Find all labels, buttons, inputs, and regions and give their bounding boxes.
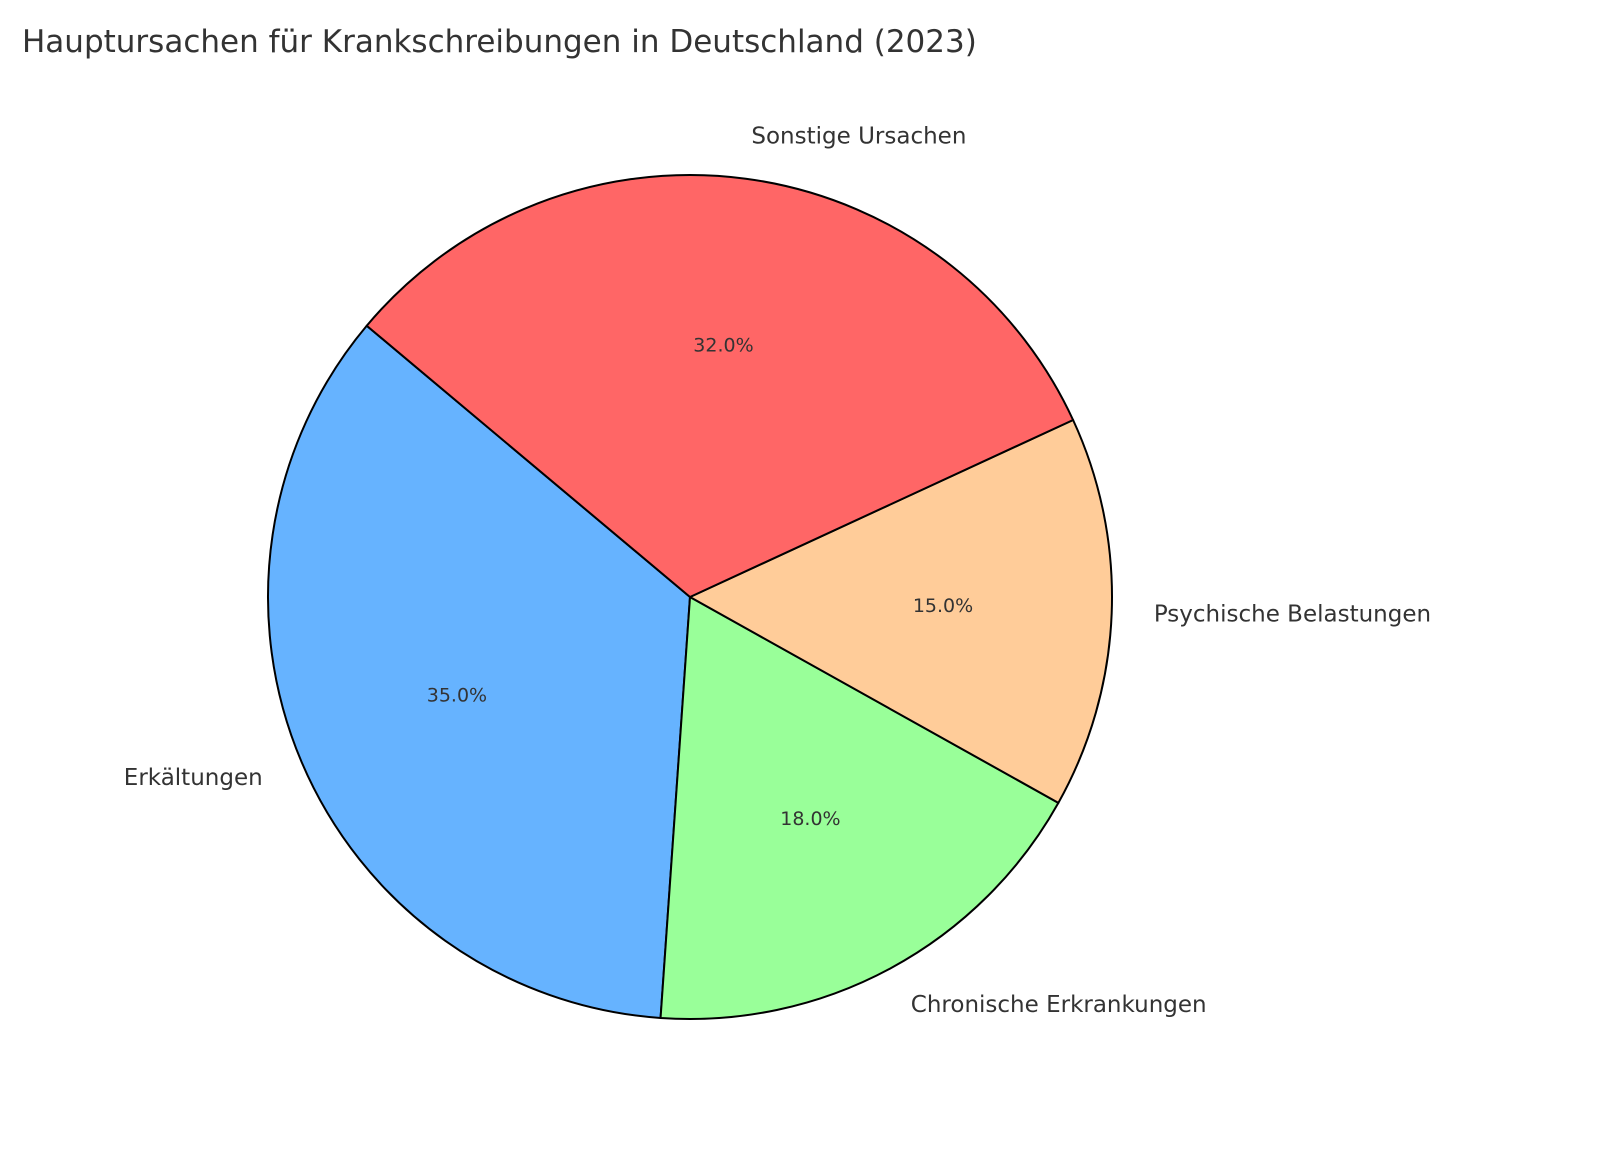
percent-label: 32.0% [693, 335, 753, 357]
pie-slice [365, 174, 1075, 598]
slice-label: Psychische Belastungen [1154, 601, 1431, 627]
pie-slice [267, 324, 691, 1019]
percent-label: 18.0% [780, 808, 840, 830]
pie-slice [689, 418, 1113, 804]
pie-slice [659, 596, 1060, 1020]
percent-label: 35.0% [427, 684, 487, 706]
chart-title: Hauptursachen für Krankschreibungen in D… [22, 24, 977, 60]
slice-label: Sonstige Ursachen [751, 123, 966, 149]
percent-label: 15.0% [913, 595, 973, 617]
slice-label: Chronische Erkrankungen [911, 992, 1207, 1018]
slice-label: Erkältungen [124, 765, 263, 791]
